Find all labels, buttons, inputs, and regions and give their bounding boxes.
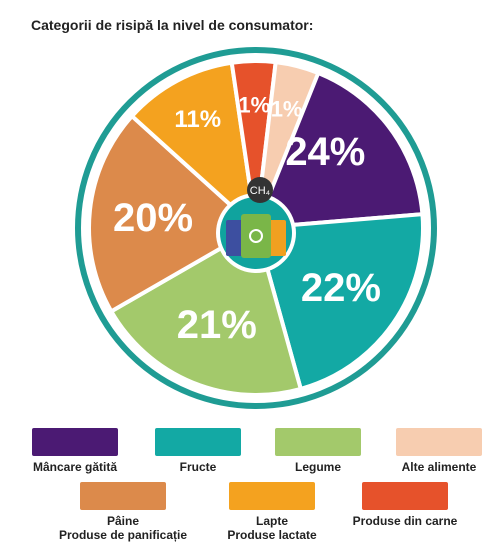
- pie-slice-lapte-produse-lactate: [129, 60, 259, 234]
- legend-swatch: [155, 428, 241, 456]
- legend-swatch: [275, 428, 361, 456]
- legend-item-alte-alimente: Alte alimente: [386, 428, 492, 474]
- slice-label-alte-alimente: 1%: [271, 96, 303, 121]
- legend-item-lapte: Lapte Produse lactate: [212, 482, 332, 542]
- legend-item-legume: Legume: [270, 428, 366, 474]
- legend-label: Lapte: [255, 514, 288, 528]
- legend-label: Alte alimente: [401, 460, 477, 474]
- center-bin-icon: [216, 193, 296, 273]
- legend-item-mancare-gatita: Mâncare gătită: [27, 428, 123, 474]
- slice-label-legume: 21%: [177, 303, 257, 347]
- chart-title: Categorii de risipă la nivel de consumat…: [31, 17, 314, 33]
- legend-label: Legume: [294, 460, 341, 474]
- legend-label: Pâine: [106, 514, 139, 528]
- legend-item-fructe: Fructe: [150, 428, 246, 474]
- legend-swatch: [396, 428, 482, 456]
- legend-sublabel: Produse lactate: [227, 528, 317, 542]
- pie-slice-p-ine-produse-de-panifica-ie: [87, 113, 260, 315]
- ch4-icon: CH₄: [247, 177, 273, 203]
- legend-swatch: [229, 482, 315, 510]
- legend-label: Fructe: [179, 460, 217, 474]
- ch4-label: CH₄: [250, 185, 271, 197]
- slice-label-produse-din-carne: 1%: [238, 92, 270, 117]
- legend-sublabel: Produse de panificație: [58, 528, 188, 542]
- slice-label-p-ine-produse-de-panifica-ie: 20%: [113, 196, 193, 240]
- pie-slice-fructe: [253, 212, 425, 392]
- legend-item-produse-din-carne: Produse din carne: [340, 482, 470, 528]
- legend-label: Mâncare gătită: [32, 460, 118, 474]
- legend-swatch: [32, 428, 118, 456]
- legend-item-paine: Pâine Produse de panificație: [48, 482, 198, 542]
- legend-label: Produse din carne: [352, 514, 458, 528]
- legend-swatch: [362, 482, 448, 510]
- slice-label-lapte-produse-lactate: 11%: [174, 106, 221, 133]
- slice-label-fructe: 22%: [301, 266, 381, 310]
- slice-label-m-ncare-g-tit: 24%: [285, 130, 365, 174]
- legend-swatch: [80, 482, 166, 510]
